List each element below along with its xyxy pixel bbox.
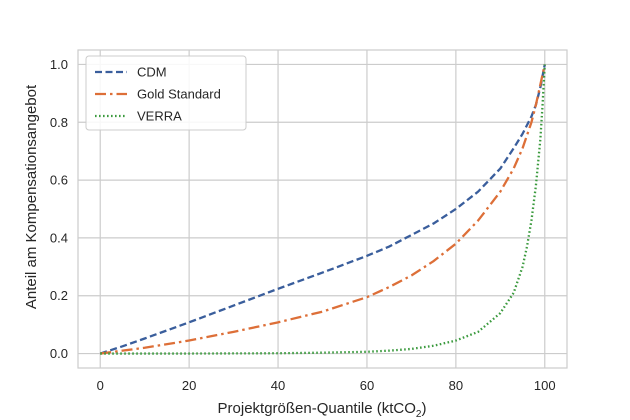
grid: [78, 50, 567, 368]
y-tick-label: 0.6: [50, 173, 68, 188]
x-tick-labels: 0 20 40 60 80 100: [97, 378, 556, 393]
x-tick-label: 100: [534, 378, 556, 393]
x-axis-label: Projektgrößen-Quantile (ktCO2): [218, 400, 427, 420]
series-line-verra: [100, 64, 546, 355]
series-line-gold-standard: [100, 64, 546, 355]
y-tick-label: 1.0: [50, 57, 68, 72]
x-tick-label: 80: [449, 378, 463, 393]
legend-label: VERRA: [137, 109, 182, 124]
y-tick-label: 0.0: [50, 346, 68, 361]
legend-label: CDM: [137, 65, 167, 80]
y-axis-label: Anteil am Kompensationsangebot: [23, 84, 40, 309]
axes-frame: [77, 49, 568, 369]
x-tick-label: 0: [97, 378, 104, 393]
y-tick-label: 0.2: [50, 288, 68, 303]
legend-box: [85, 55, 247, 131]
y-tick-label: 0.4: [50, 230, 68, 245]
legend: CDM Gold Standard VERRA: [85, 55, 247, 131]
y-tick-label: 0.8: [50, 115, 68, 130]
x-tick-label: 20: [182, 378, 196, 393]
axes-border: [77, 49, 568, 369]
x-tick-label: 40: [271, 378, 285, 393]
x-tick-label: 60: [360, 378, 374, 393]
series-layer: [99, 64, 546, 355]
legend-label: Gold Standard: [137, 87, 221, 102]
y-tick-labels: 0.0 0.2 0.4 0.6 0.8 1.0: [50, 57, 68, 361]
